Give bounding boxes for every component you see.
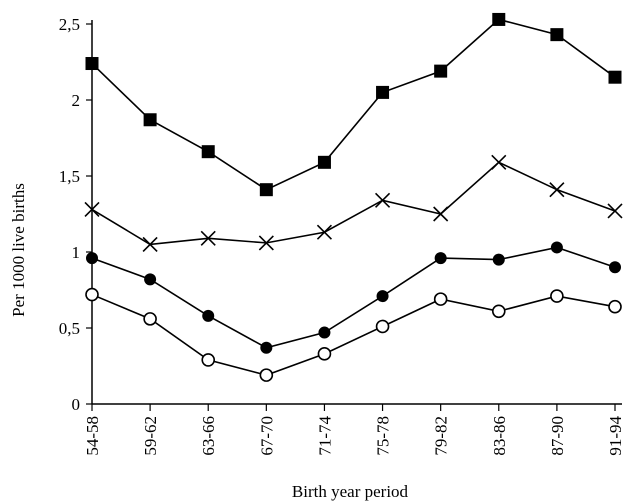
series-line <box>91 293 616 376</box>
data-point-square <box>376 85 390 99</box>
data-point-cross <box>491 154 507 170</box>
cross-stroke <box>433 206 449 222</box>
data-point-filled-circle <box>609 261 621 274</box>
data-point-filled-circle <box>434 252 447 265</box>
cross-stroke <box>374 192 391 208</box>
series-line <box>91 18 616 191</box>
x-tick-label: 91-94 <box>606 416 625 456</box>
data-point-open-circle <box>491 304 506 319</box>
x-tick-label: 63-66 <box>199 416 218 456</box>
data-point-open-circle <box>375 319 390 334</box>
data-point-square <box>259 183 273 197</box>
data-point-square <box>143 113 157 127</box>
cross-stroke <box>491 154 507 170</box>
data-point-square <box>317 155 331 169</box>
data-point-cross <box>549 182 565 198</box>
data-point-square <box>492 12 506 26</box>
cross-stroke <box>84 201 100 218</box>
data-point-cross <box>607 203 623 219</box>
series-line <box>91 161 616 246</box>
series-filled-circle <box>86 241 621 354</box>
data-point-square <box>434 64 448 78</box>
data-point-square <box>85 57 99 71</box>
x-tick-label: 67-70 <box>257 416 276 456</box>
data-point-filled-circle <box>202 309 215 322</box>
data-point-filled-circle <box>550 241 563 254</box>
data-point-filled-circle <box>318 326 331 339</box>
x-tick-label: 87-90 <box>548 416 567 456</box>
y-tick-label: 1,5 <box>59 167 80 186</box>
x-axis-ticks: 54-58 59-62 63-66 67-70 71-74 75-78 79-82 83-86… <box>83 404 625 456</box>
x-tick-label: 75-78 <box>374 416 393 456</box>
y-axis-ticks: 0 0,5 1 1,5 2 2,5 <box>59 15 92 414</box>
data-point-cross <box>374 192 391 208</box>
cross-stroke <box>607 203 623 219</box>
data-point-cross <box>316 224 333 240</box>
y-tick-label: 0 <box>72 395 81 414</box>
x-axis-title: Birth year period <box>292 482 409 501</box>
y-tick-label: 1 <box>72 243 81 262</box>
data-point-open-circle <box>201 353 216 367</box>
cross-stroke <box>258 235 274 251</box>
y-tick-label: 0,5 <box>59 319 80 338</box>
y-tick-label: 2,5 <box>59 15 80 34</box>
data-point-open-circle <box>608 299 622 314</box>
x-tick-label: 83-86 <box>490 416 509 456</box>
data-point-square <box>550 28 564 42</box>
data-point-open-circle <box>317 347 332 361</box>
series-open-circle <box>85 287 622 382</box>
series-cross <box>84 154 623 252</box>
x-tick-label: 59-62 <box>141 416 160 456</box>
data-point-filled-circle <box>260 341 273 354</box>
data-point-cross <box>84 201 100 218</box>
series-filled-square <box>85 12 622 197</box>
x-tick-label: 54-58 <box>83 416 102 456</box>
data-point-square <box>608 70 622 84</box>
y-tick-label: 2 <box>72 91 81 110</box>
cross-stroke <box>316 224 333 240</box>
data-point-open-circle <box>85 287 99 302</box>
chart-series <box>84 12 623 382</box>
cross-stroke <box>200 230 216 246</box>
data-point-filled-circle <box>492 253 505 266</box>
cross-stroke <box>142 236 158 252</box>
data-point-open-circle <box>259 368 274 382</box>
data-point-cross <box>433 206 449 222</box>
data-point-filled-circle <box>86 252 98 265</box>
series-line <box>91 246 616 349</box>
chart-axes <box>91 20 622 405</box>
x-tick-label: 79-82 <box>432 416 451 456</box>
data-point-filled-circle <box>144 273 157 286</box>
data-point-square <box>201 145 215 159</box>
cross-stroke <box>549 182 565 198</box>
data-point-open-circle <box>550 289 564 303</box>
data-point-open-circle <box>433 292 448 306</box>
x-tick-label: 71-74 <box>315 416 334 456</box>
y-axis-title: Per 1000 live births <box>9 183 28 317</box>
data-point-filled-circle <box>376 290 389 303</box>
data-point-open-circle <box>143 312 157 326</box>
data-point-cross <box>142 236 158 252</box>
data-point-cross <box>200 230 216 246</box>
data-point-cross <box>258 235 274 251</box>
